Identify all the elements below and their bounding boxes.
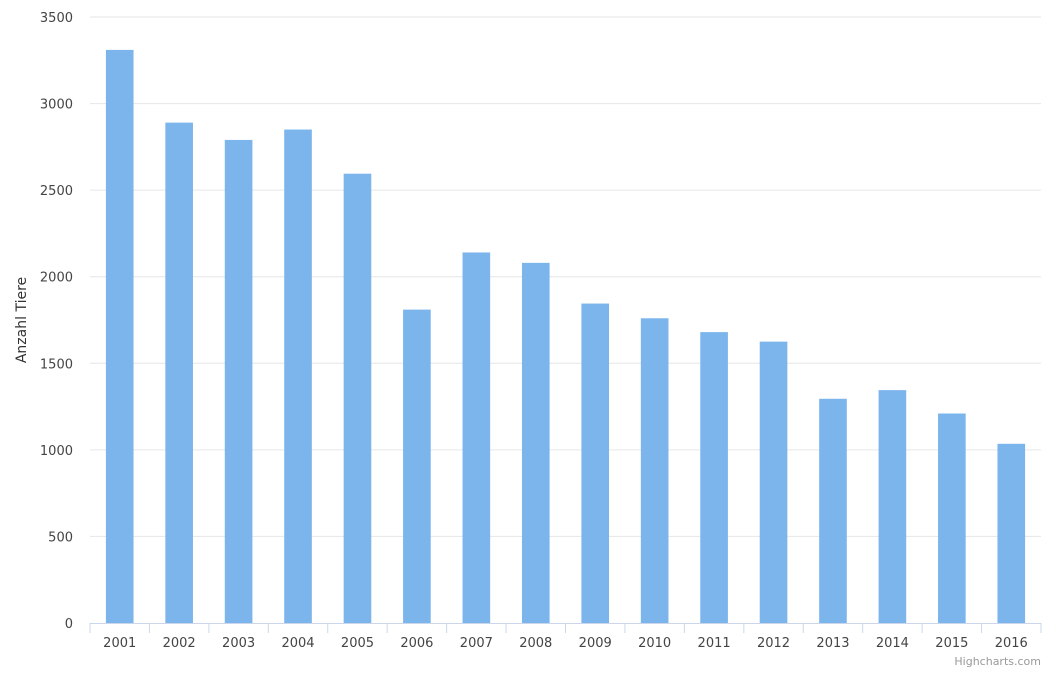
x-tick-label: 2008 xyxy=(519,636,552,651)
x-tick-label: 2011 xyxy=(698,636,731,651)
bar xyxy=(819,398,847,623)
x-tick-label: 2012 xyxy=(757,636,790,651)
x-tick-label: 2015 xyxy=(935,636,968,651)
x-tick-label: 2006 xyxy=(400,636,433,651)
y-tick-label: 1500 xyxy=(40,357,73,372)
y-tick-label: 1000 xyxy=(40,444,73,459)
bar xyxy=(640,318,669,623)
y-tick-label: 3000 xyxy=(40,98,73,113)
credits-link[interactable]: Highcharts.com xyxy=(954,655,1041,668)
bar xyxy=(997,443,1026,623)
bar xyxy=(878,390,907,623)
x-tick-label: 2005 xyxy=(341,636,374,651)
x-tick-label: 2007 xyxy=(460,636,493,651)
bars xyxy=(105,49,1026,624)
x-tick-label: 2010 xyxy=(638,636,671,651)
bar xyxy=(403,309,431,623)
y-tick-label: 500 xyxy=(48,530,73,545)
y-tick-label: 2000 xyxy=(40,271,73,286)
y-tick-label: 0 xyxy=(65,617,73,632)
axes: 0 500 1000 1500 2000 2500 3000 3500 2001 2002 2003… xyxy=(40,11,1042,651)
bar xyxy=(462,252,491,623)
y-tick-label: 3500 xyxy=(40,11,73,26)
bar xyxy=(938,413,966,623)
bar xyxy=(759,341,788,623)
bar xyxy=(521,262,550,623)
x-tick-label: 2009 xyxy=(579,636,612,651)
bar xyxy=(105,49,134,623)
bar xyxy=(284,129,312,624)
x-tick-label: 2001 xyxy=(103,636,136,651)
y-tick-label: 2500 xyxy=(40,184,73,199)
x-tick-label: 2016 xyxy=(995,636,1028,651)
y-axis-title: Anzahl Tiere xyxy=(14,277,30,363)
bar xyxy=(165,122,193,624)
x-tick-label: 2014 xyxy=(876,636,909,651)
bar xyxy=(343,173,372,624)
x-tick-label: 2003 xyxy=(222,636,255,651)
bar xyxy=(700,332,728,623)
x-tick-label: 2002 xyxy=(163,636,196,651)
bar xyxy=(224,139,253,623)
x-tick-label: 2004 xyxy=(281,636,314,651)
x-tick-label: 2013 xyxy=(816,636,849,651)
bar xyxy=(581,303,610,623)
